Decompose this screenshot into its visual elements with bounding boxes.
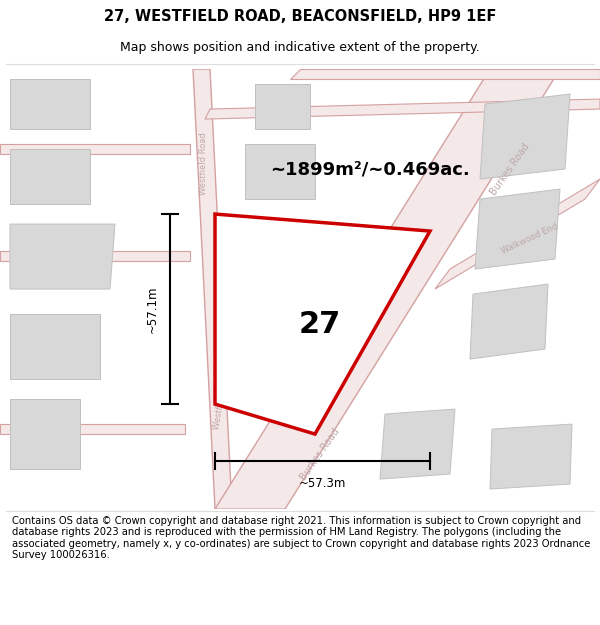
- Polygon shape: [255, 84, 310, 129]
- Polygon shape: [475, 189, 560, 269]
- Text: ~1899m²/~0.469ac.: ~1899m²/~0.469ac.: [270, 160, 470, 178]
- Polygon shape: [290, 69, 600, 79]
- Polygon shape: [337, 281, 373, 317]
- Text: Contains OS data © Crown copyright and database right 2021. This information is : Contains OS data © Crown copyright and d…: [12, 516, 590, 561]
- Polygon shape: [380, 409, 455, 479]
- Polygon shape: [0, 144, 190, 154]
- Text: 27, WESTFIELD ROAD, BEACONSFIELD, HP9 1EF: 27, WESTFIELD ROAD, BEACONSFIELD, HP9 1E…: [104, 9, 496, 24]
- Text: Westfield Road: Westfield Road: [199, 132, 208, 196]
- Polygon shape: [193, 69, 232, 509]
- Polygon shape: [10, 224, 115, 289]
- Text: Walkwood End: Walkwood End: [500, 222, 560, 256]
- Text: Map shows position and indicative extent of the property.: Map shows position and indicative extent…: [120, 41, 480, 54]
- Polygon shape: [0, 424, 185, 434]
- Polygon shape: [10, 149, 90, 204]
- Polygon shape: [10, 79, 90, 129]
- Polygon shape: [10, 399, 80, 469]
- Text: Westfield Road: Westfield Road: [212, 368, 232, 431]
- Polygon shape: [205, 99, 600, 119]
- Polygon shape: [245, 144, 315, 199]
- Polygon shape: [215, 69, 560, 509]
- Polygon shape: [480, 94, 570, 179]
- Text: 27: 27: [299, 309, 341, 339]
- Polygon shape: [10, 314, 100, 379]
- Text: Burkes Road: Burkes Road: [488, 141, 532, 197]
- Polygon shape: [470, 284, 548, 359]
- Polygon shape: [490, 424, 572, 489]
- Text: ~57.1m: ~57.1m: [146, 285, 158, 332]
- Polygon shape: [435, 179, 600, 289]
- Polygon shape: [0, 251, 190, 261]
- Text: Burkes Road: Burkes Road: [298, 426, 341, 482]
- Polygon shape: [215, 214, 430, 434]
- Text: ~57.3m: ~57.3m: [299, 476, 346, 489]
- Polygon shape: [298, 252, 342, 296]
